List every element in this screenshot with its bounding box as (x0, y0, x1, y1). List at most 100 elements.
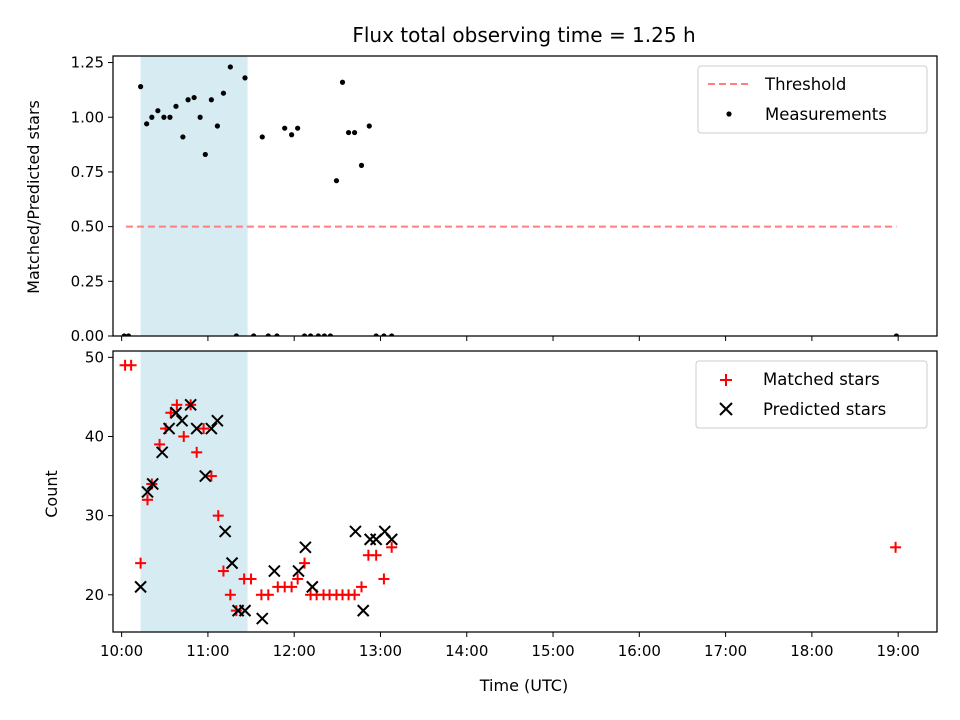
legend-measurements-label: Measurements (765, 105, 887, 124)
measurement-point (307, 333, 314, 336)
predicted-star-marker (199, 469, 212, 483)
measurement-point (121, 333, 127, 336)
measurement-point (251, 333, 257, 336)
measurement-point (233, 333, 239, 336)
legend-measurements-swatch (726, 111, 732, 117)
measurement-point (214, 123, 221, 129)
measurement-point (265, 333, 271, 336)
measurement-point (155, 108, 161, 114)
matched-star-marker (370, 549, 382, 561)
measurement-point (321, 333, 327, 336)
top-legend: Threshold Measurements (697, 65, 928, 134)
matched-star-marker (198, 423, 210, 435)
predicted-star-marker (155, 446, 169, 459)
predicted-star-marker (169, 406, 183, 419)
bottom-legend: Matched stars Predicted stars (695, 360, 928, 429)
matched-star-marker (125, 359, 137, 371)
matched-star-marker (165, 407, 177, 419)
measurement-point (161, 114, 167, 120)
x-tick-label: 14:00 (445, 642, 488, 660)
top-legend-frame (697, 65, 928, 134)
predicted-star-marker (357, 604, 370, 617)
top-y-tick-label: 0.25 (71, 272, 104, 290)
predicted-star-marker (162, 422, 176, 435)
measurement-point (167, 114, 173, 120)
matched-star-marker (349, 589, 361, 601)
measurement-point (366, 123, 372, 129)
measurement-point (202, 151, 208, 158)
predicted-star-marker (268, 564, 281, 578)
measurement-point (373, 333, 379, 336)
legend-matched-label: Matched stars (763, 370, 880, 389)
legend-threshold-label: Threshold (764, 75, 846, 94)
matched-star-marker (286, 581, 298, 593)
legend-predicted-label: Predicted stars (763, 400, 886, 419)
predicted-star-marker (218, 525, 232, 538)
predicted-star-marker (190, 422, 203, 435)
measurement-point (345, 129, 352, 136)
matched-star-marker (378, 573, 390, 585)
top-y-axis-label: Matched/Predicted stars (24, 100, 43, 294)
x-tick-label: 10:00 (100, 642, 143, 660)
measurement-point (389, 333, 395, 336)
matched-star-marker (171, 399, 183, 411)
top-panel: 0.00 0.25 0.50 0.75 1.00 1.25 (71, 54, 938, 345)
measurement-point (327, 333, 334, 336)
x-tick-label: 17:00 (704, 642, 747, 660)
legend-predicted-swatch (719, 402, 733, 416)
x-axis-label: Time (UTC) (479, 676, 568, 695)
measurement-point (295, 125, 301, 131)
x-tick-label: 19:00 (877, 642, 920, 660)
top-y-tick-label: 0.75 (71, 163, 104, 181)
measurement-point (301, 333, 308, 336)
measurement-point (315, 333, 321, 336)
predicted-star-marker (256, 612, 269, 625)
measurement-point (351, 129, 358, 136)
x-tick-label: 15:00 (531, 642, 574, 660)
measurement-point (197, 114, 203, 120)
predicted-star-marker (349, 525, 362, 538)
predicted-star-marker (363, 533, 377, 546)
measurement-point (149, 114, 155, 120)
measurement-point (274, 333, 280, 336)
matched-star-marker (205, 470, 217, 482)
x-tick-label: 16:00 (618, 642, 661, 660)
matched-star-marker (262, 589, 274, 601)
measurement-point (259, 134, 265, 140)
measurement-point (339, 79, 346, 85)
matched-star-marker (135, 557, 147, 569)
measurement-point (180, 134, 186, 140)
bottom-panel: 20 30 40 50 10:00 11:00 12:00 13:00 14:00 15:00 16… (85, 348, 938, 660)
predicted-star-marker (292, 564, 305, 578)
legend-matched-swatch (720, 374, 732, 386)
predicted-star-marker (225, 556, 239, 570)
x-tick-label: 12:00 (273, 642, 316, 660)
measurement-point (138, 84, 144, 90)
bottom-axes-frame (112, 350, 938, 633)
matched-star-marker (230, 605, 242, 617)
bottom-y-tick-label: 20 (85, 586, 104, 604)
predicted-star-marker (141, 485, 154, 499)
matched-star-marker (292, 573, 304, 585)
top-y-tick-label: 1.00 (71, 108, 104, 126)
matched-star-marker (212, 510, 224, 522)
matched-star-marker (191, 446, 203, 458)
predicted-star-marker (306, 580, 319, 594)
measurement-point (227, 64, 233, 70)
top-y-tick-label: 0.00 (71, 327, 104, 345)
matched-star-marker (217, 565, 229, 577)
measurement-point (381, 333, 387, 336)
chart-title: Flux total observing time = 1.25 h (352, 23, 695, 47)
bottom-legend-frame (695, 360, 928, 429)
x-tick-label: 11:00 (186, 642, 229, 660)
measurement-point (893, 333, 900, 336)
bottom-y-tick-label: 50 (85, 348, 104, 366)
measurement-point (242, 75, 248, 81)
matched-star-marker (178, 430, 190, 442)
top-axes-frame (112, 55, 938, 337)
measurement-point (289, 132, 295, 138)
measurement-point (125, 333, 132, 336)
x-tick-label: 13:00 (359, 642, 402, 660)
measurement-point (185, 97, 191, 103)
